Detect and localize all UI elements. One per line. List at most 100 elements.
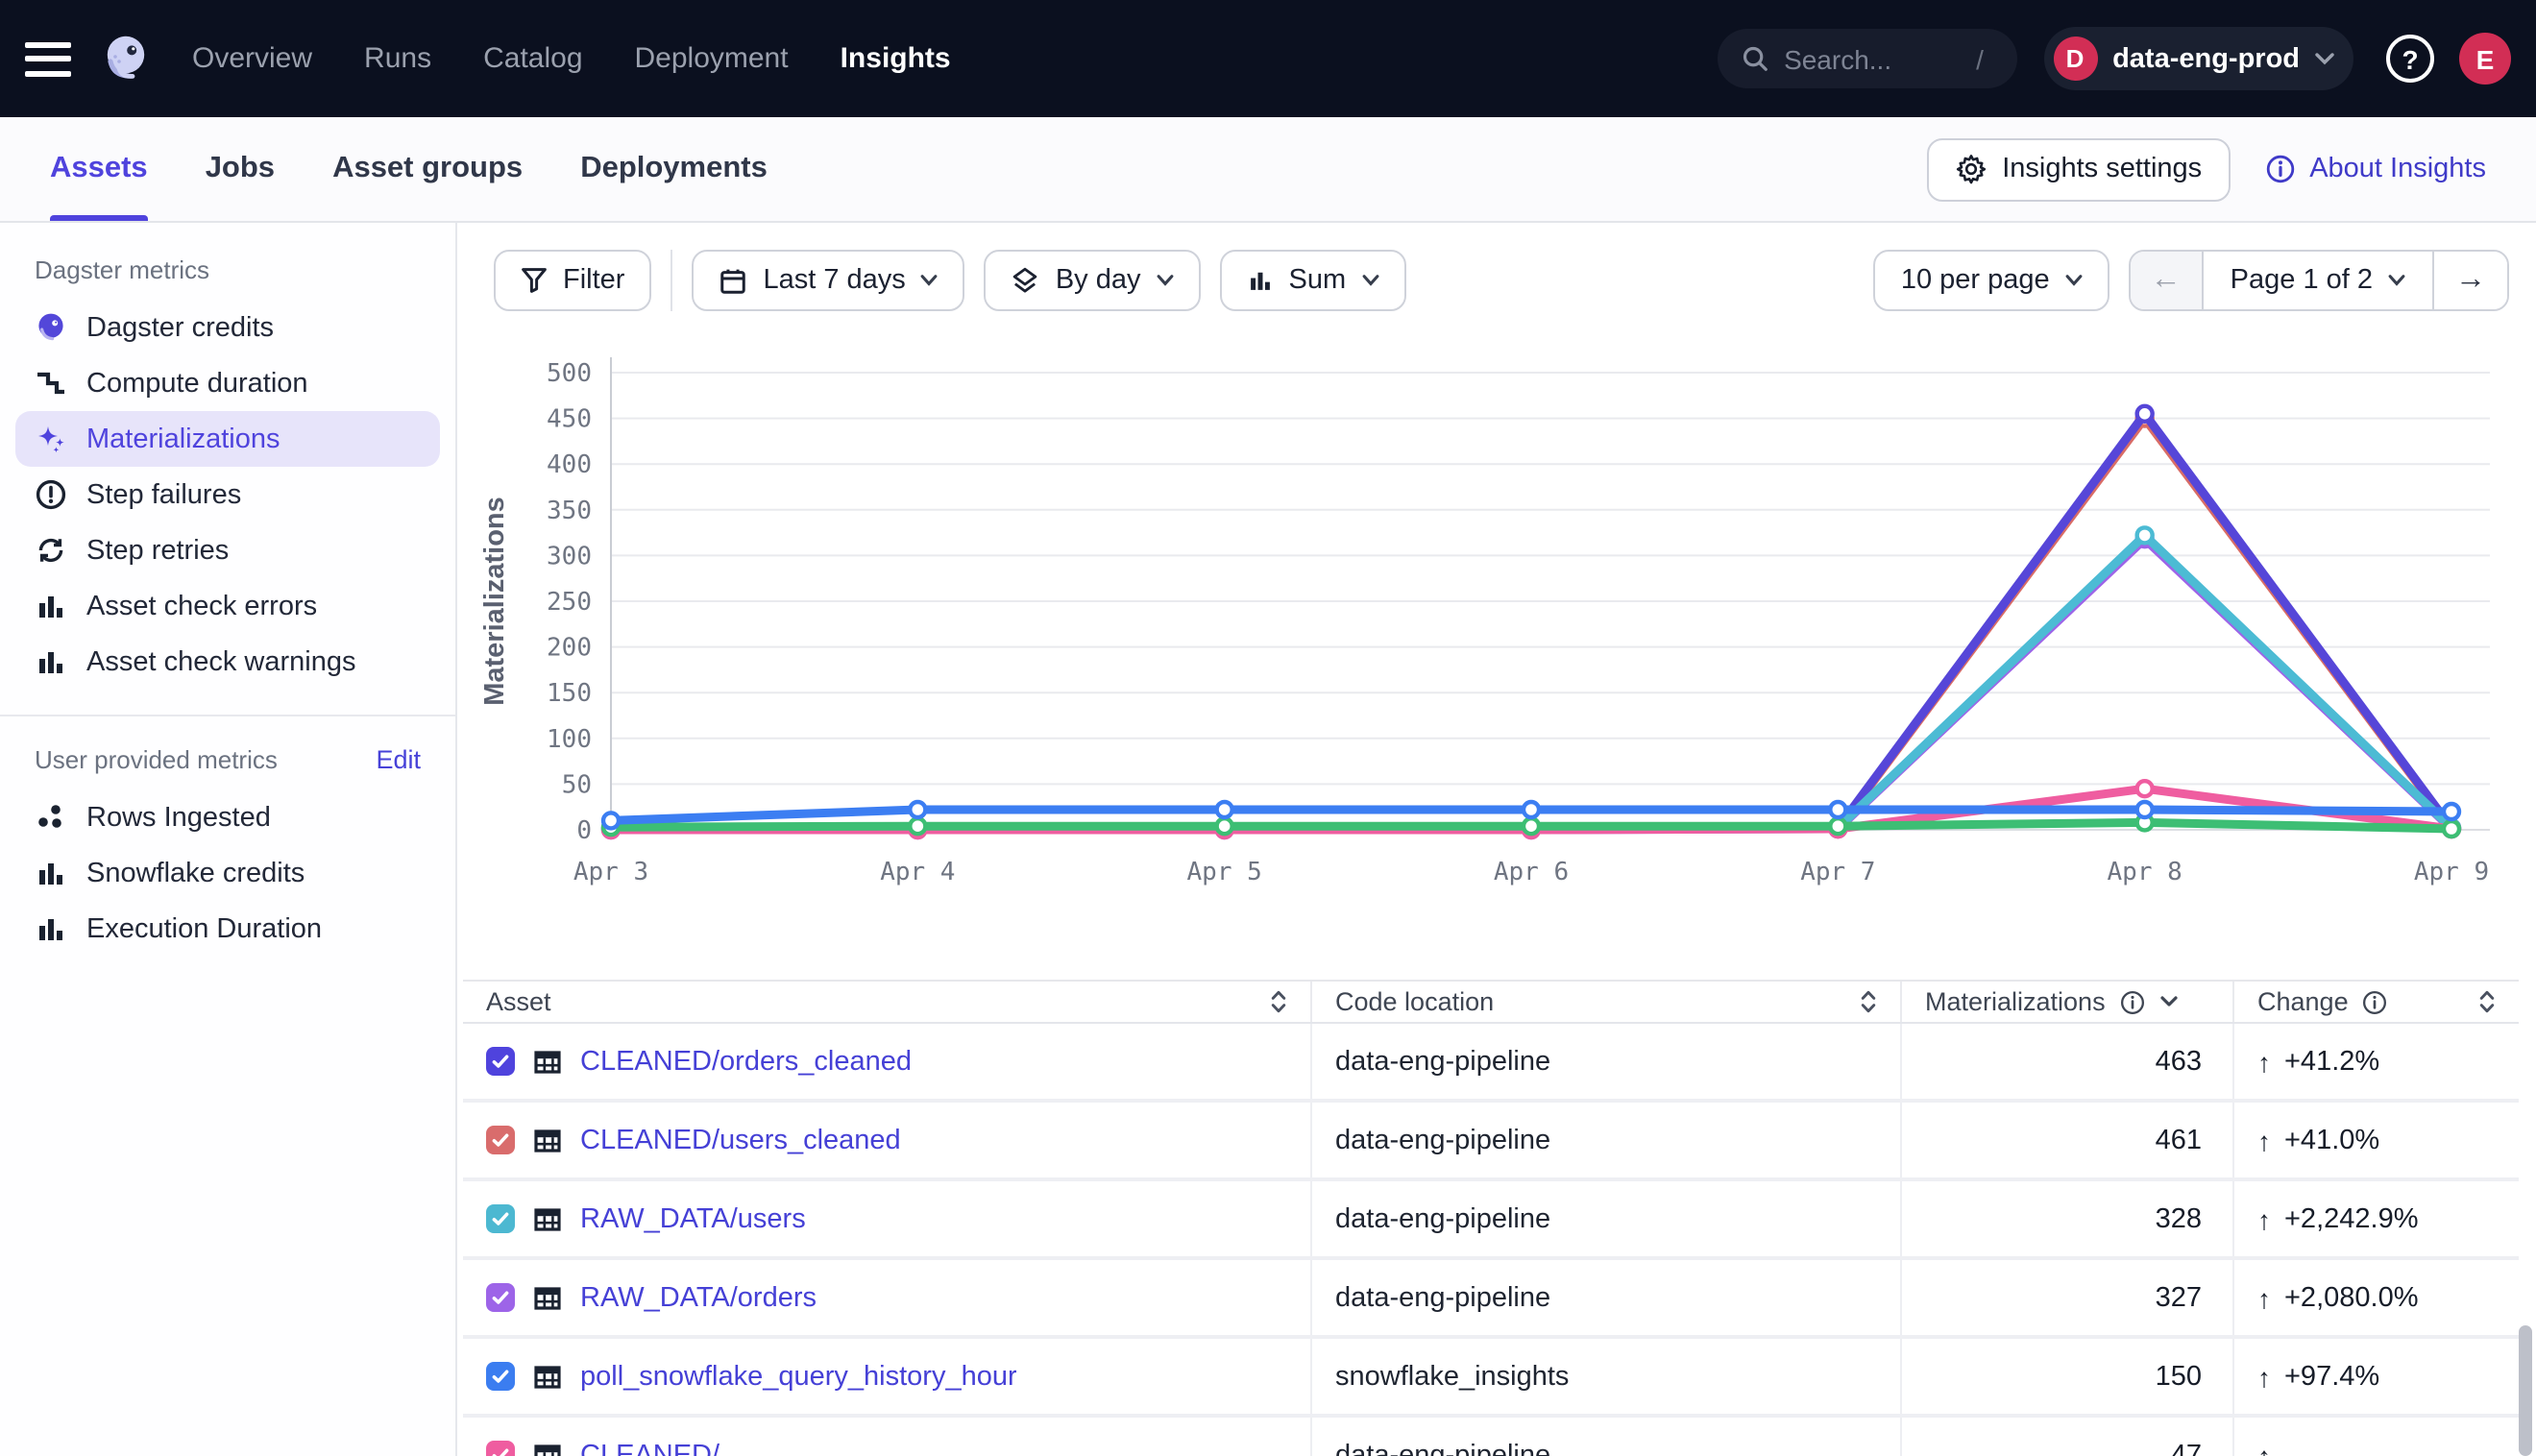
svg-text:450: 450 (547, 405, 592, 434)
asset-link[interactable]: RAW_DATA/orders (580, 1282, 817, 1313)
up-arrow-icon: ↑ (2257, 1361, 2271, 1392)
pagination-control: ← Page 1 of 2 → (2129, 250, 2509, 311)
series-checkbox[interactable] (486, 1047, 515, 1076)
about-insights-link[interactable]: About Insights (2265, 154, 2486, 184)
date-range-button[interactable]: Last 7 days (692, 250, 964, 311)
sidebar-item-step-failures[interactable]: Step failures (0, 467, 455, 522)
asset-link[interactable]: poll_snowflake_query_history_hour (580, 1361, 1017, 1392)
next-page-button[interactable]: → (2434, 252, 2507, 309)
top-nav: Overview Runs Catalog Deployment Insight… (0, 0, 2536, 117)
up-arrow-icon: ↑ (2257, 1125, 2271, 1155)
nav-overview[interactable]: Overview (192, 42, 312, 75)
table-row: CLEANED/orders_cleaned data-eng-pipeline… (463, 1024, 2519, 1103)
table-row: RAW_DATA/orders data-eng-pipeline 327 ↑+… (463, 1260, 2519, 1339)
sidebar-item-execution-duration[interactable]: Execution Duration (0, 901, 455, 957)
bar-chart-icon (35, 645, 67, 678)
column-header-materializations[interactable]: Materializations (1902, 982, 2234, 1022)
asset-table-icon (532, 1282, 563, 1313)
code-location-cell: data-eng-pipeline (1312, 1103, 1902, 1177)
materializations-cell: 47 (1902, 1418, 2234, 1456)
code-location-cell: snowflake_insights (1312, 1339, 1902, 1414)
sort-icon[interactable] (1270, 987, 1287, 1016)
column-header-asset[interactable]: Asset (463, 982, 1312, 1022)
series-checkbox[interactable] (486, 1441, 515, 1456)
nav-catalog[interactable]: Catalog (483, 42, 582, 75)
change-cell: ↑+97.4% (2234, 1339, 2519, 1414)
up-arrow-icon: ↑ (2257, 1282, 2271, 1313)
workspace-avatar: D (2053, 36, 2097, 81)
svg-text:500: 500 (547, 359, 592, 388)
series-checkbox[interactable] (486, 1126, 515, 1154)
funnel-icon (521, 267, 548, 294)
change-cell: ↑+2,080.0% (2234, 1260, 2519, 1335)
chevron-down-icon (921, 275, 939, 286)
dagster-logo-icon[interactable] (98, 31, 154, 86)
materializations-chart: 050100150200250300350400450500Apr 3Apr 4… (469, 346, 2505, 893)
tab-assets[interactable]: Assets (50, 117, 148, 221)
filter-button[interactable]: Filter (494, 250, 651, 311)
primary-nav: Overview Runs Catalog Deployment Insight… (192, 42, 951, 75)
dagster-credits-icon (35, 311, 67, 344)
svg-text:Apr 9: Apr 9 (2414, 858, 2489, 886)
nav-deployment[interactable]: Deployment (635, 42, 789, 75)
prev-page-button[interactable]: ← (2131, 252, 2204, 309)
granularity-button[interactable]: By day (985, 250, 1201, 311)
series-checkbox[interactable] (486, 1362, 515, 1391)
series-checkbox[interactable] (486, 1204, 515, 1233)
asset-link[interactable]: CLEANED/… (580, 1440, 747, 1456)
column-header-code-location[interactable]: Code location (1312, 982, 1902, 1022)
sidebar-item-compute-duration[interactable]: Compute duration (0, 355, 455, 411)
info-icon[interactable] (2362, 988, 2389, 1015)
tab-deployments[interactable]: Deployments (580, 117, 768, 221)
insights-settings-button[interactable]: Insights settings (1927, 137, 2231, 201)
search-icon (1740, 44, 1768, 73)
sort-desc-icon[interactable] (2159, 995, 2179, 1008)
sidebar-item-step-retries[interactable]: Step retries (0, 522, 455, 578)
sidebar-item-materializations[interactable]: Materializations (15, 411, 440, 467)
table-row: CLEANED/users_cleaned data-eng-pipeline … (463, 1103, 2519, 1181)
sidebar-item-snowflake-credits[interactable]: Snowflake credits (0, 845, 455, 901)
nav-runs[interactable]: Runs (364, 42, 431, 75)
workspace-switcher[interactable]: D data-eng-prod (2043, 27, 2353, 90)
info-icon[interactable] (2119, 988, 2146, 1015)
search-box[interactable]: / (1717, 29, 2016, 88)
sidebar-item-dagster-credits[interactable]: Dagster credits (0, 300, 455, 355)
edit-user-metrics-link[interactable]: Edit (376, 744, 421, 773)
sidebar-item-asset-check-errors[interactable]: Asset check errors (0, 578, 455, 634)
sort-icon[interactable] (1860, 987, 1877, 1016)
per-page-button[interactable]: 10 per page (1874, 250, 2109, 311)
dots-icon (35, 801, 67, 834)
sidebar-item-asset-check-warnings[interactable]: Asset check warnings (0, 634, 455, 690)
bar-chart-icon (35, 590, 67, 622)
svg-text:Apr 3: Apr 3 (573, 858, 648, 886)
materializations-cell: 150 (1902, 1339, 2234, 1414)
column-header-change[interactable]: Change (2234, 982, 2519, 1022)
chevron-down-icon (2388, 275, 2405, 286)
nav-insights[interactable]: Insights (841, 42, 951, 75)
svg-text:50: 50 (562, 770, 592, 799)
chart-toolbar: Filter Last 7 days By day Sum (494, 250, 2509, 311)
hamburger-menu-icon[interactable] (25, 41, 71, 76)
svg-text:Materializations: Materializations (479, 497, 510, 706)
svg-text:Apr 5: Apr 5 (1187, 858, 1262, 886)
series-checkbox[interactable] (486, 1283, 515, 1312)
tab-asset-groups[interactable]: Asset groups (332, 117, 523, 221)
sidebar-item-rows-ingested[interactable]: Rows Ingested (0, 789, 455, 845)
tab-jobs[interactable]: Jobs (206, 117, 275, 221)
user-avatar[interactable]: E (2459, 33, 2511, 85)
vertical-scrollbar-thumb[interactable] (2519, 1325, 2532, 1456)
help-icon[interactable]: ? (2386, 35, 2434, 83)
sort-icon[interactable] (2478, 987, 2496, 1016)
code-location-cell: data-eng-pipeline (1312, 1024, 1902, 1099)
bar-chart-icon (1247, 267, 1274, 294)
page-selector[interactable]: Page 1 of 2 (2204, 252, 2434, 309)
svg-text:Apr 8: Apr 8 (2108, 858, 2182, 886)
change-cell: ↑+41.0% (2234, 1103, 2519, 1177)
asset-link[interactable]: RAW_DATA/users (580, 1203, 806, 1234)
asset-link[interactable]: CLEANED/orders_cleaned (580, 1046, 912, 1077)
asset-link[interactable]: CLEANED/users_cleaned (580, 1125, 901, 1155)
search-input[interactable] (1784, 43, 1961, 74)
code-location-cell: data-eng-pipeline (1312, 1181, 1902, 1256)
aggregation-button[interactable]: Sum (1220, 250, 1406, 311)
steps-icon (35, 367, 67, 400)
